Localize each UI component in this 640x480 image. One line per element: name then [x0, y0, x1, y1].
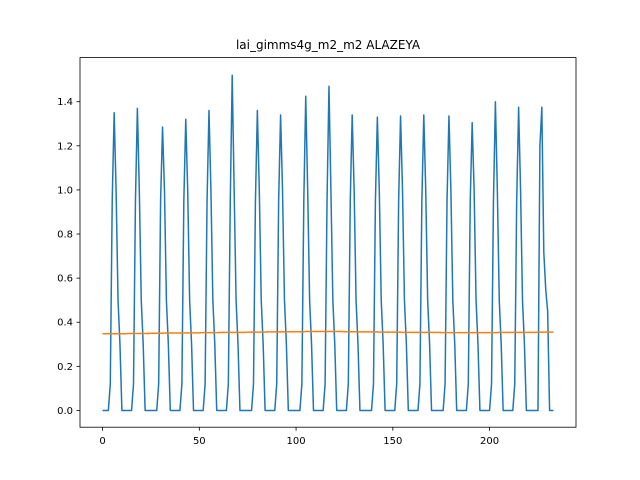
y-tick-label: 0.8 [57, 230, 73, 241]
series-line [102, 74, 554, 412]
x-tick-label: 200 [480, 436, 499, 447]
y-tick-label: 1.4 [57, 97, 73, 108]
x-tick-label: 150 [383, 436, 402, 447]
chart-title: lai_gimms4g_m2_m2 ALAZEYA [236, 38, 421, 52]
y-tick-label: 1.0 [57, 185, 73, 196]
y-tick-label: 0.6 [57, 274, 73, 285]
axes-frame [79, 57, 577, 428]
series-line [102, 330, 554, 335]
y-tick-label: 0.0 [57, 406, 73, 417]
x-tick-label: 50 [193, 436, 206, 447]
y-tick-label: 0.4 [57, 318, 73, 329]
y-tick-label: 0.2 [57, 362, 73, 373]
y-tick-label: 1.2 [57, 141, 73, 152]
x-tick-label: 0 [99, 436, 105, 447]
x-tick-label: 100 [287, 436, 306, 447]
